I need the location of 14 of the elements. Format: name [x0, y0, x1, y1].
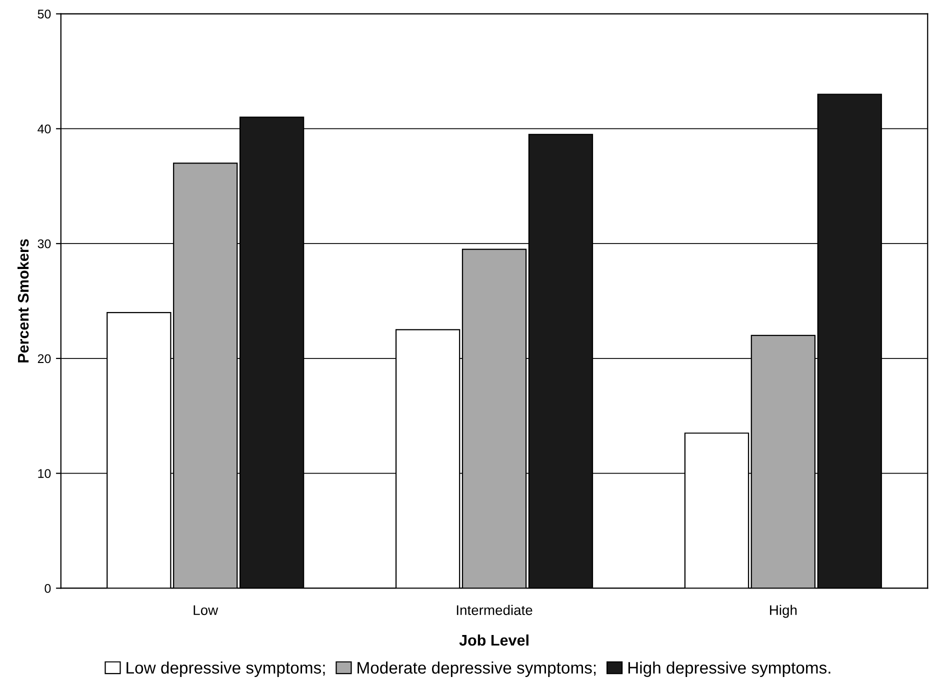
y-tick-label: 30	[38, 239, 51, 248]
legend-label: Low depressive symptoms;	[126, 661, 325, 677]
x-tick-label: High	[770, 604, 797, 618]
y-tick-label: 10	[38, 469, 51, 478]
y-axis-title: Percent Smokers	[17, 239, 29, 362]
legend-label: High depressive symptoms.	[628, 661, 830, 677]
legend-label: Moderate depressive symptoms;	[358, 661, 596, 677]
x-tick-label: Low	[194, 605, 218, 616]
y-tick-label: 50	[38, 10, 51, 18]
x-tick-label: Intermediate	[456, 604, 532, 616]
y-tick-label: 0	[44, 584, 51, 593]
y-tick-label: 20	[38, 354, 51, 364]
x-axis-title: Job Level	[459, 634, 528, 646]
y-tick-label: 40	[38, 124, 51, 134]
